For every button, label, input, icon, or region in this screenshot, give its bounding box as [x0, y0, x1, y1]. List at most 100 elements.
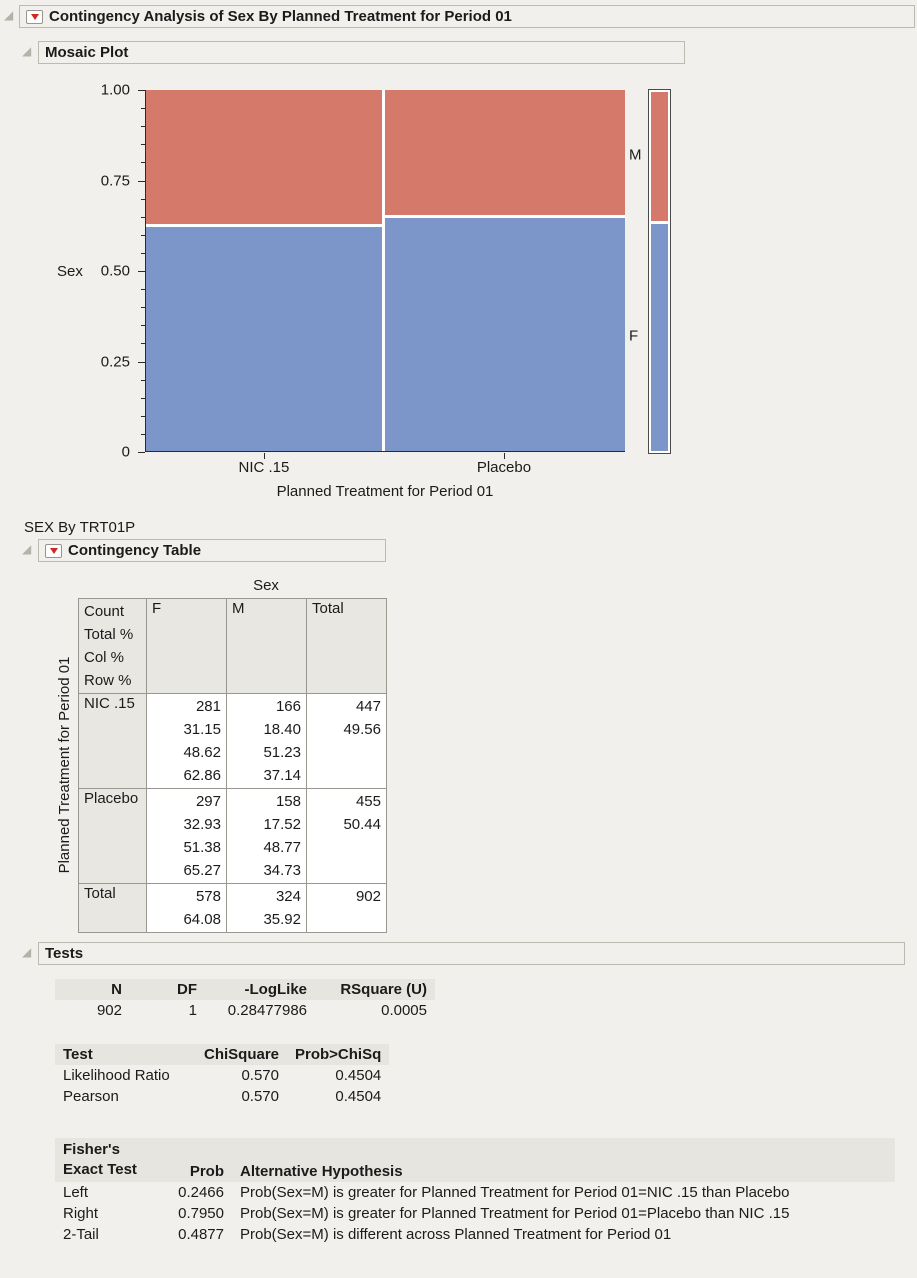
- column-group-label: Sex: [253, 577, 279, 594]
- x-axis-tick-marks: [145, 453, 625, 459]
- cell-n: 902: [96, 1002, 122, 1019]
- stat-label: Col %: [84, 649, 125, 666]
- contingency-value: 51.23: [263, 744, 301, 761]
- contingency-row-label: Placebo: [78, 788, 147, 884]
- contingency-value: 48.77: [263, 839, 301, 856]
- y-axis-tick-label: 0: [121, 443, 130, 461]
- disclosure-triangle-icon[interactable]: ◢: [22, 945, 32, 959]
- red-triangle-menu-button[interactable]: [45, 543, 62, 558]
- cell-test-name: Pearson: [63, 1088, 119, 1105]
- cell-probchisq: 0.4504: [335, 1088, 382, 1105]
- mosaic-section-header: Mosaic Plot: [38, 41, 685, 64]
- report-title-bar: Contingency Analysis of Sex By Planned T…: [19, 5, 915, 28]
- stat-label: Total %: [84, 626, 134, 643]
- cell-chisquare: 0.570: [241, 1067, 279, 1084]
- cell-tail: Right: [63, 1205, 99, 1222]
- report-title: Contingency Analysis of Sex By Planned T…: [49, 8, 512, 25]
- cell-prob: 0.4877: [178, 1226, 224, 1243]
- contingency-value: 158: [275, 793, 301, 810]
- contingency-value: 51.38: [183, 839, 221, 856]
- x-axis-category-labels: NIC .15 Placebo: [145, 459, 625, 479]
- mosaic-column-2: [384, 90, 625, 451]
- disclosure-triangle-icon[interactable]: ◢: [22, 44, 32, 58]
- disclosure-triangle-icon[interactable]: ◢: [4, 8, 14, 22]
- mosaic-segment-m[interactable]: [146, 90, 382, 225]
- contingency-value: 281: [195, 698, 221, 715]
- x-axis-tick-mark: [503, 453, 505, 459]
- contingency-cell: 324 35.92: [226, 883, 307, 933]
- tests-section-header: Tests: [38, 942, 905, 965]
- cell-prob: 0.2466: [178, 1184, 224, 1201]
- chisquare-tests-table: Test ChiSquare Prob>ChiSq Likelihood Rat…: [55, 1044, 390, 1107]
- col-header-n: N: [55, 979, 130, 1000]
- red-triangle-menu-button[interactable]: [26, 9, 43, 24]
- summary-bar: [651, 92, 668, 451]
- contingency-value: [312, 908, 381, 931]
- contingency-col-header: M: [226, 598, 307, 694]
- row-group-label: Planned Treatment for Period 01: [56, 656, 73, 874]
- mosaic-segment-f[interactable]: [146, 227, 382, 451]
- col-header-probchisq: Prob>ChiSq: [287, 1044, 390, 1065]
- summary-bar-frame: [648, 89, 671, 454]
- col-header-test: Test: [55, 1044, 195, 1065]
- contingency-value: 297: [195, 793, 221, 810]
- contingency-value: [312, 836, 381, 859]
- level-labels: M F: [629, 90, 647, 452]
- y-axis-tick-mark: [141, 216, 145, 218]
- cell-hypothesis: Prob(Sex=M) is different across Planned …: [240, 1226, 672, 1243]
- y-axis-tick-mark: [141, 108, 145, 110]
- contingency-value: 34.73: [263, 862, 301, 879]
- contingency-cell: 281 31.15 48.62 62.86: [146, 693, 227, 789]
- x-axis-title: Planned Treatment for Period 01: [276, 483, 494, 500]
- y-axis-tick-mark: [141, 433, 145, 435]
- y-axis-tick-labels: 1.00 0.75 0.50 0.25 0: [84, 82, 134, 461]
- y-axis-tick-mark: [141, 379, 145, 381]
- contingency-col-header: F: [146, 598, 227, 694]
- y-axis-tick-mark: [141, 307, 145, 309]
- mosaic-section-title: Mosaic Plot: [45, 44, 129, 61]
- col-header-chisquare: ChiSquare: [195, 1044, 287, 1065]
- table-row: 2-Tail 0.4877 Prob(Sex=M) is different a…: [55, 1224, 895, 1245]
- summary-segment-m[interactable]: [651, 92, 668, 221]
- contingency-row-label: Total: [78, 883, 147, 933]
- cell-probchisq: 0.4504: [335, 1067, 382, 1084]
- contingency-value: 18.40: [263, 721, 301, 738]
- table-header-row: Fisher's Exact Test Prob Alternative Hyp…: [55, 1138, 895, 1182]
- fisher-header-line2: Exact Test: [63, 1161, 137, 1178]
- cell-hypothesis: Prob(Sex=M) is greater for Planned Treat…: [240, 1205, 790, 1222]
- mosaic-segment-m[interactable]: [384, 90, 625, 216]
- y-axis-tick-mark: [141, 198, 145, 200]
- contingency-value: 902: [355, 888, 381, 905]
- table-caption: SEX By TRT01P: [24, 519, 136, 536]
- mosaic-plot-area: [145, 90, 625, 452]
- disclosure-triangle-icon[interactable]: ◢: [22, 542, 32, 556]
- contingency-table: Count Total % Col % Row % F M Total NIC .15 28…: [78, 598, 387, 933]
- contingency-value: 32.93: [183, 816, 221, 833]
- contingency-cell: 158 17.52 48.77 34.73: [226, 788, 307, 884]
- contingency-value: 37.14: [263, 767, 301, 784]
- contingency-value: [312, 741, 381, 764]
- contingency-value: 324: [275, 888, 301, 905]
- col-header-prob: Prob: [162, 1138, 232, 1182]
- y-axis-tick-mark: [141, 162, 145, 164]
- mosaic-segment-f[interactable]: [384, 218, 625, 451]
- y-axis-tick-mark: [138, 271, 145, 272]
- stat-label: Row %: [84, 672, 132, 689]
- cell-df: 1: [188, 1002, 197, 1019]
- tests-section-title: Tests: [45, 945, 84, 962]
- x-axis-tick-mark: [263, 453, 265, 459]
- summary-segment-f[interactable]: [651, 223, 668, 451]
- contingency-value: 48.62: [183, 744, 221, 761]
- col-header-alternative-hypothesis: Alternative Hypothesis: [232, 1138, 895, 1182]
- mosaic-column-1: [146, 90, 382, 451]
- table-row: Pearson 0.570 0.4504: [55, 1086, 389, 1107]
- contingency-value: 447: [355, 698, 381, 715]
- cell-test-name: Likelihood Ratio: [63, 1067, 170, 1084]
- tests-summary-table: N DF -LogLike RSquare (U) 902 1 0.284779…: [55, 979, 435, 1021]
- x-axis-category-label: NIC .15: [238, 459, 290, 476]
- x-axis-category-label: Placebo: [476, 459, 532, 476]
- contingency-value: 50.44: [343, 816, 381, 833]
- cell-tail: 2-Tail: [63, 1226, 99, 1243]
